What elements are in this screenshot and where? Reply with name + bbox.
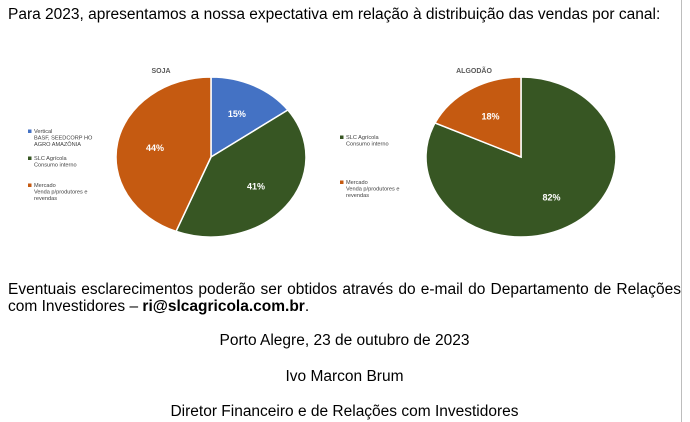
- soja-legend-text-2-1: Venda p/produtores e: [34, 190, 88, 196]
- intro-text: Para 2023, apresentamos a nossa expectat…: [8, 6, 661, 23]
- algodao-slice-1: [433, 76, 522, 159]
- soja-slice-2: [115, 76, 212, 233]
- contact-end: .: [304, 298, 310, 315]
- soja-chart-title: SOJA: [151, 68, 170, 75]
- algodao-legend-swatch-1: [340, 180, 344, 184]
- soja-legend-text-1-1: Consumo interno: [34, 163, 77, 169]
- soja-legend-swatch-2: [28, 183, 32, 187]
- algodao-slice-label-0: 82%: [543, 193, 561, 203]
- algodao-legend-text-1-1: Venda p/produtores e: [346, 187, 400, 193]
- soja-legend-swatch-1: [28, 156, 32, 160]
- soja-legend-text-0-1: BASF, SEEDCORP HO: [34, 136, 93, 142]
- signer-title: Diretor Financeiro e de Relações com Inv…: [170, 403, 519, 420]
- place-date: Porto Alegre, 23 de outubro de 2023: [219, 332, 470, 349]
- soja-legend-text-0-2: AGRO AMAZÔNIA: [34, 141, 81, 148]
- soja-legend-text-2-0: Mercado: [34, 183, 56, 189]
- soja-legend-text-1-0: SLC Agrícola: [34, 156, 68, 162]
- algodao-chart-title: ALGODÃO: [456, 66, 492, 75]
- soja-slice-1: [174, 109, 307, 238]
- algodao-legend-text-1-0: Mercado: [346, 180, 368, 186]
- algodao-legend-text-1-2: revendas: [346, 193, 369, 199]
- algodao-slice-label-1: 18%: [481, 111, 499, 121]
- soja-legend-swatch-0: [28, 129, 32, 133]
- soja-slice-label-2: 44%: [146, 143, 164, 153]
- soja-legend-text-2-2: revendas: [34, 196, 57, 202]
- algodao-legend-swatch-0: [340, 135, 344, 139]
- soja-slice-label-1: 41%: [247, 181, 265, 191]
- soja-slice-label-0: 15%: [228, 109, 246, 119]
- signer-name: Ivo Marcon Brum: [285, 368, 404, 385]
- contact-email-link[interactable]: ri@slcagricola.com.br: [142, 298, 305, 315]
- algodao-legend-text-0-0: SLC Agrícola: [346, 135, 380, 141]
- contact-text: Eventuais esclarecimentos poderão ser ob…: [8, 281, 681, 315]
- algodao-legend-text-0-1: Consumo interno: [346, 142, 389, 148]
- soja-slice-0: [210, 76, 290, 159]
- soja-legend-text-0-0: Vertical: [34, 129, 52, 135]
- contact-paragraph: Eventuais esclarecimentos poderão ser ob…: [8, 281, 681, 315]
